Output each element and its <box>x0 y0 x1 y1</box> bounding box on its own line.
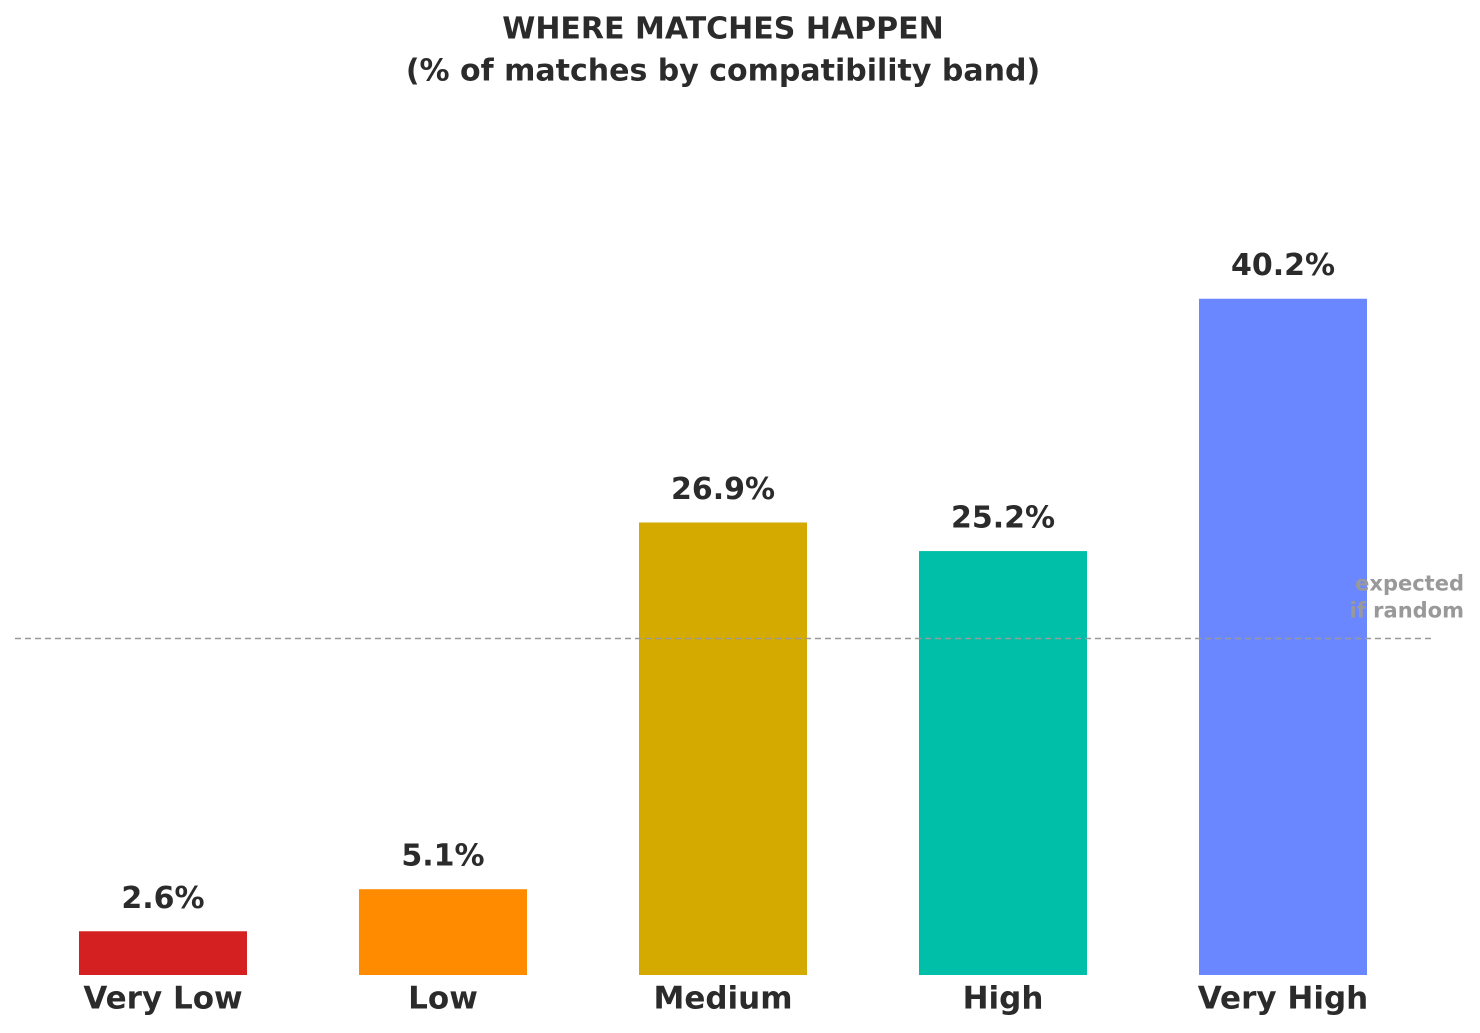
reference-label: if random <box>1350 599 1464 623</box>
value-label: 40.2% <box>1231 248 1335 283</box>
chart-title: WHERE MATCHES HAPPEN <box>502 12 944 47</box>
value-label: 26.9% <box>671 472 775 507</box>
x-tick-label: Medium <box>653 981 792 1017</box>
x-tick-label: Very High <box>1198 981 1368 1017</box>
reference-label: expected <box>1355 572 1464 596</box>
value-label: 25.2% <box>951 501 1055 536</box>
bar <box>1199 298 1367 975</box>
bar <box>79 931 247 975</box>
chart-subtitle: (% of matches by compatibility band) <box>406 54 1040 89</box>
value-label: 2.6% <box>121 881 204 916</box>
bar <box>359 889 527 975</box>
x-tick-label: High <box>963 981 1044 1017</box>
x-tick-label: Very Low <box>83 981 242 1017</box>
bar <box>919 551 1087 975</box>
value-label: 5.1% <box>401 839 484 874</box>
x-tick-label: Low <box>408 981 478 1017</box>
bar <box>639 522 807 975</box>
